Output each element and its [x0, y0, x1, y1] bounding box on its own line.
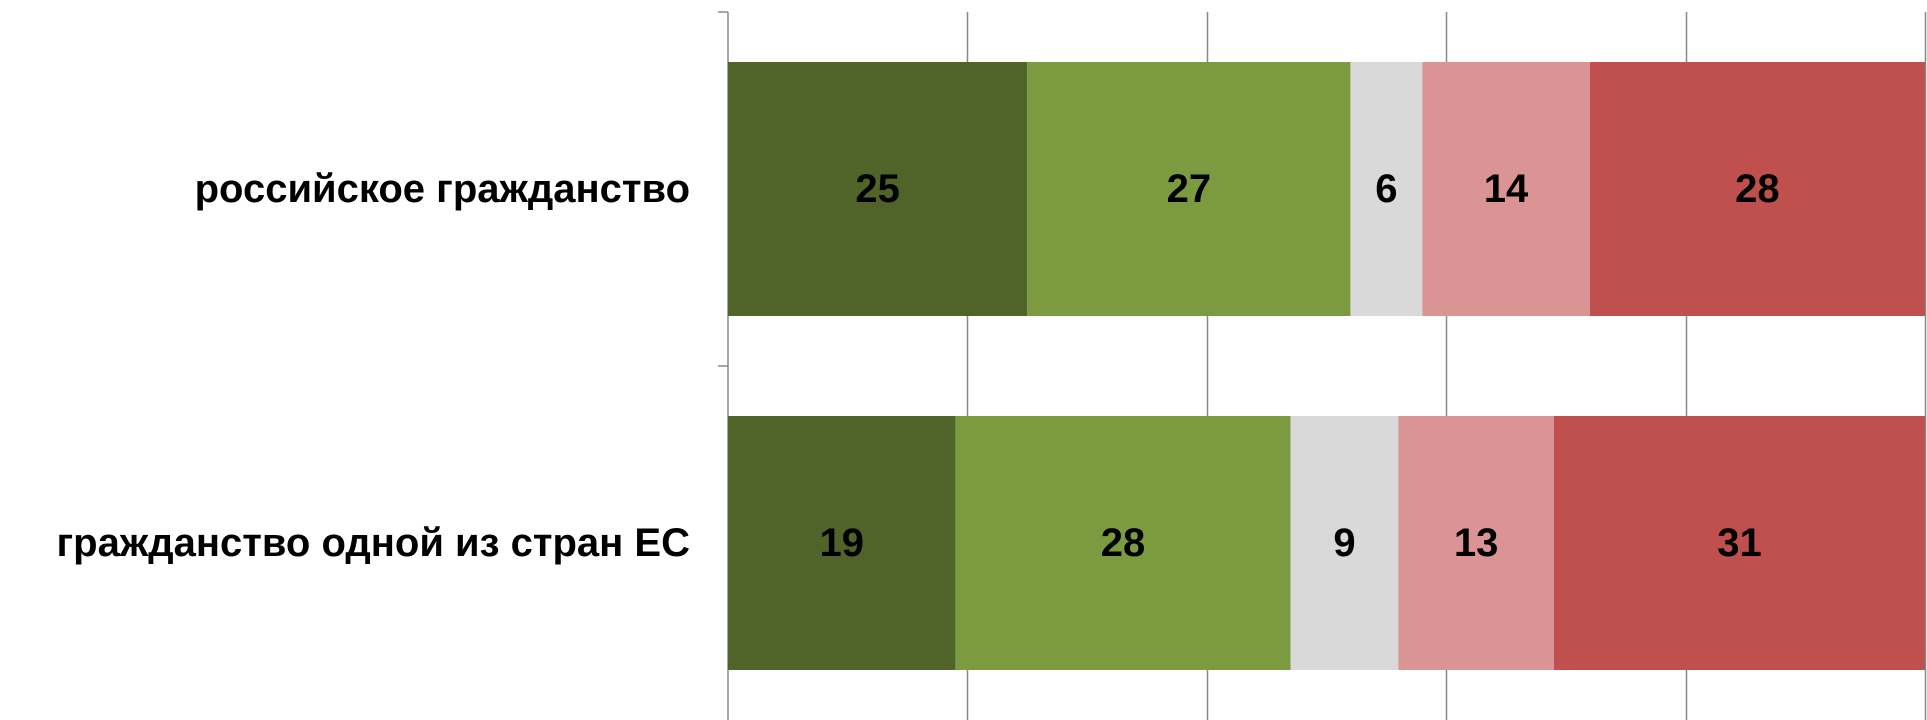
data-label-1-2: 9 [1333, 521, 1355, 565]
bar-segment-1-4 [1553, 416, 1925, 670]
bar-segment-1-1 [955, 416, 1291, 670]
category-labels: российское гражданство гражданство одной … [57, 167, 690, 565]
data-label-1-3: 13 [1454, 521, 1499, 565]
bar-segment-0-4 [1589, 62, 1925, 316]
data-label-1-4: 31 [1717, 521, 1762, 565]
data-label-0-0: 25 [855, 167, 900, 211]
bar-segment-0-3 [1422, 62, 1590, 316]
data-label-0-3: 14 [1484, 167, 1529, 211]
category-label-1: гражданство одной из стран ЕС [57, 521, 690, 565]
bar-segment-1-2 [1290, 416, 1399, 670]
data-label-0-4: 28 [1735, 167, 1780, 211]
bar-segment-0-2 [1350, 62, 1423, 316]
bar-segments [728, 62, 1925, 670]
data-label-1-0: 19 [819, 521, 864, 565]
data-label-0-2: 6 [1375, 167, 1397, 211]
bar-segment-1-0 [728, 416, 956, 670]
bar-segment-1-3 [1398, 416, 1554, 670]
data-labels: 25 27 6 14 28 19 28 9 13 31 [819, 167, 1779, 565]
category-label-0: российское гражданство [195, 167, 690, 211]
bar-segment-0-0 [728, 62, 1028, 316]
data-label-1-1: 28 [1101, 521, 1146, 565]
bar-segment-0-1 [1027, 62, 1351, 316]
data-label-0-1: 27 [1167, 167, 1212, 211]
category-axis [718, 11, 729, 720]
